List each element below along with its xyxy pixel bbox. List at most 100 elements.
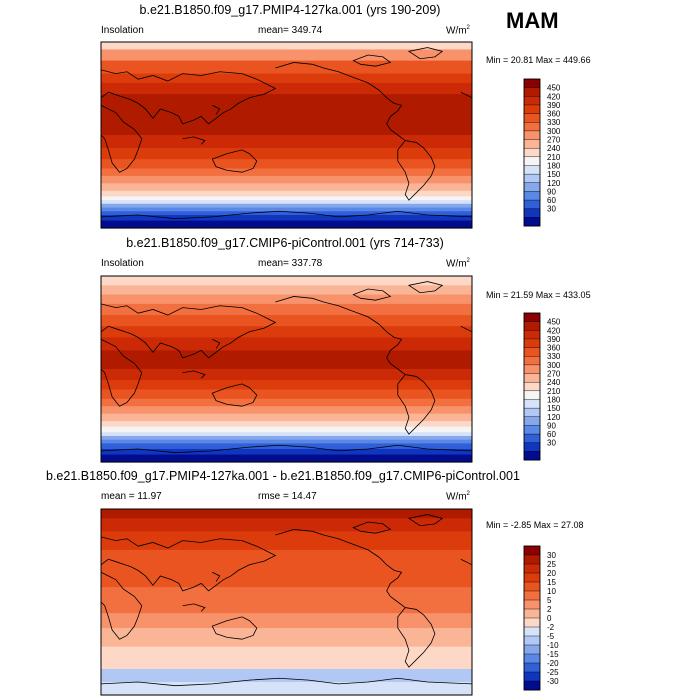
coastline: [183, 604, 205, 611]
map-band: [101, 135, 472, 149]
map-band: [101, 214, 472, 222]
coastline: [212, 572, 219, 581]
map-band: [101, 49, 472, 62]
coastline: [461, 559, 472, 565]
map-band: [101, 183, 472, 192]
colorbar-cell: [523, 599, 541, 610]
panel-center-label: mean= 349.74: [258, 25, 323, 36]
map-band: [101, 315, 472, 327]
map-band: [101, 148, 472, 160]
coastline: [409, 282, 442, 293]
coastline-group: [101, 515, 472, 686]
coastline: [101, 105, 142, 172]
colorbar-tick-label: 30: [547, 551, 556, 560]
colorbar-tick-label: 10: [547, 587, 556, 596]
colorbar-tick-label: -15: [547, 650, 559, 659]
map-band: [101, 73, 472, 84]
map-band: [101, 531, 472, 551]
coastline-group: [101, 48, 472, 219]
map-band: [101, 509, 472, 519]
map-band: [101, 60, 472, 75]
colorbar-tick-label: 390: [547, 101, 561, 110]
colorbar-cell: [523, 373, 541, 383]
colorbar-cell: [523, 104, 541, 115]
colorbar-cell: [523, 581, 541, 592]
colorbar-cell: [523, 608, 541, 619]
map-band: [101, 435, 472, 441]
colorbar-tick-label: 390: [547, 335, 561, 344]
colorbar-frame: [523, 545, 541, 691]
colorbar-tick-label: 25: [547, 560, 556, 569]
coastline: [101, 678, 472, 685]
map-frame: [100, 508, 473, 696]
coastline: [183, 137, 205, 144]
coastline: [101, 304, 275, 358]
colorbar-cell: [523, 347, 541, 357]
map-band: [101, 380, 472, 391]
colorbar-tick-label: -5: [547, 632, 555, 641]
colorbar-tick-label: 210: [547, 153, 561, 162]
colorbar-cell: [523, 617, 541, 628]
colorbar-frame: [523, 312, 541, 461]
map-band: [101, 294, 472, 305]
colorbar-cell: [523, 662, 541, 673]
colorbar-tick-label: -10: [547, 641, 559, 650]
colorbar-tick-label: 2: [547, 605, 552, 614]
panel-left-label: Insolation: [101, 25, 144, 36]
coastline-group: [101, 282, 472, 453]
colorbar-cell: [523, 390, 541, 400]
colorbar-tick-label: 60: [547, 196, 556, 205]
map-band: [101, 628, 472, 648]
colorbar-tick-label: 240: [547, 144, 561, 153]
map-band: [101, 211, 472, 216]
colorbar-tick-label: 15: [547, 578, 556, 587]
colorbar-tick-label: 360: [547, 110, 561, 119]
colorbar-tick-label: 120: [547, 179, 561, 188]
map-band: [101, 681, 472, 696]
colorbar-cell: [523, 425, 541, 435]
colorbar-cell: [523, 130, 541, 141]
colorbar-cell: [523, 644, 541, 655]
colorbar-cell: [523, 78, 541, 89]
map-band: [101, 337, 472, 351]
map-band: [101, 406, 472, 415]
colorbar-tick-label: 180: [547, 161, 561, 170]
colorbar-tick-label: 420: [547, 92, 561, 101]
colorbar-cell: [523, 671, 541, 682]
colorbar-cell: [523, 433, 541, 444]
colorbar-tick-label: 360: [547, 344, 561, 353]
colorbar-cell: [523, 338, 541, 349]
colorbar-tick-label: 5: [547, 596, 552, 605]
panel-units: W/m2: [446, 491, 470, 503]
colorbar-tick-label: 450: [547, 318, 561, 327]
coastline: [212, 339, 219, 348]
map-band: [101, 443, 472, 450]
colorbar-tick-label: 450: [547, 84, 561, 93]
colorbar-tick-label: 150: [547, 170, 561, 179]
colorbar-cell: [523, 590, 541, 601]
colorbar-tick-label: 270: [547, 370, 561, 379]
coastline: [101, 339, 142, 406]
colorbar-cell: [523, 442, 541, 452]
map-band: [101, 207, 472, 212]
colorbar-cell: [523, 364, 541, 375]
map-band: [101, 398, 472, 407]
map-band: [101, 350, 472, 370]
map-band: [101, 432, 472, 437]
colorbar-tick-label: 30: [547, 205, 556, 214]
panel-minmax: Min = 20.81 Max = 449.66: [486, 55, 591, 65]
map-band: [101, 613, 472, 629]
coastline: [275, 529, 405, 607]
map-band: [101, 518, 472, 532]
panel-minmax: Min = -2.85 Max = 27.08: [486, 520, 584, 530]
map-band: [101, 413, 472, 422]
colorbar-cell: [523, 381, 541, 392]
colorbar-tick-label: 300: [547, 361, 561, 370]
colorbar-tick-label: 150: [547, 404, 561, 413]
coastline: [461, 326, 472, 332]
colorbar-cell: [523, 399, 541, 409]
colorbar-frame: [523, 78, 541, 227]
colorbar-tick-label: -2: [547, 623, 555, 632]
